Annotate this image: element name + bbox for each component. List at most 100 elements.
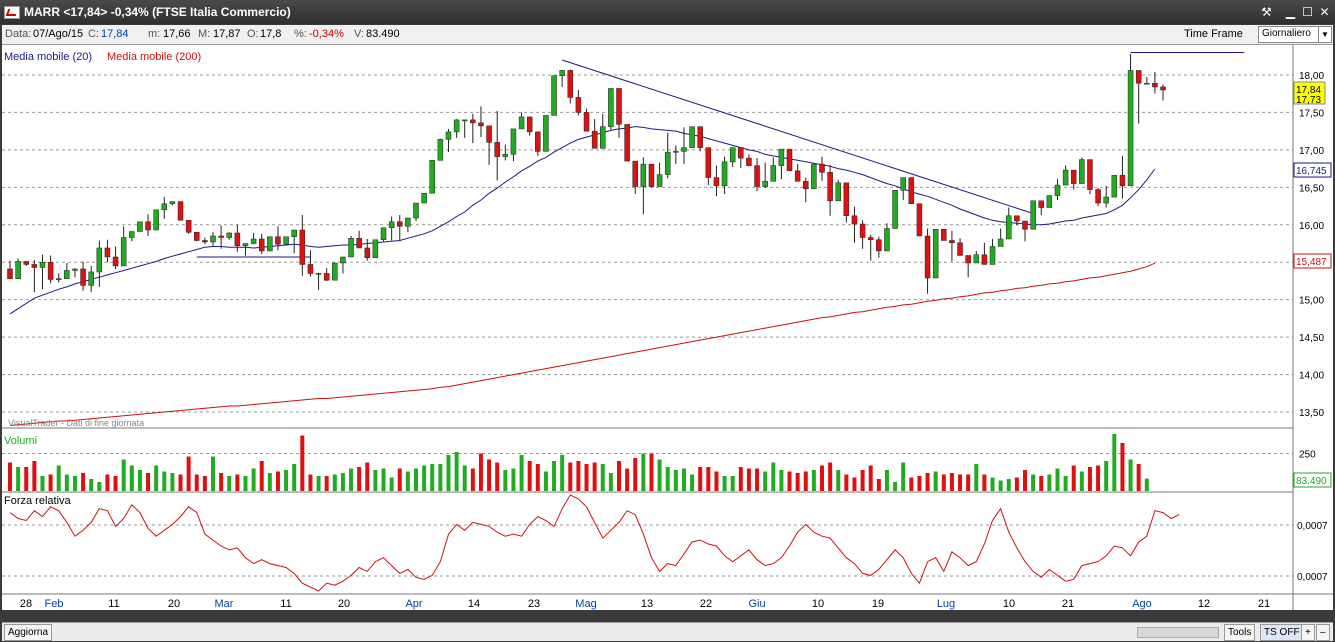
volume-bar	[779, 470, 784, 491]
volume-bar	[227, 476, 232, 491]
candle-body	[608, 88, 614, 127]
candle-body	[39, 261, 46, 268]
timeframe-select[interactable]: Giornaliero ▼	[1258, 26, 1332, 43]
volume-bar	[16, 467, 21, 491]
candle-body	[518, 116, 525, 130]
candle-body	[770, 165, 777, 182]
candle-body	[681, 147, 687, 152]
candle-body	[1152, 82, 1158, 88]
volume-bar	[357, 467, 362, 491]
candle-body	[283, 236, 289, 245]
volume-bar	[211, 456, 215, 491]
volume-bar	[275, 471, 280, 491]
volume-bar	[657, 459, 662, 491]
x-tick-label: Giu	[748, 598, 765, 610]
candle-body	[916, 203, 923, 237]
volume-bar	[194, 474, 199, 491]
volume-bar	[511, 468, 516, 491]
y-tick-label: 18,00	[1299, 71, 1324, 82]
volume-bar	[909, 477, 914, 491]
candle-body	[835, 182, 841, 202]
ts-toggle-button[interactable]: TS OFF	[1260, 624, 1304, 641]
candle-body	[997, 238, 1004, 247]
candle-body	[616, 88, 622, 125]
volume-bar	[495, 462, 500, 491]
volume-panel-title: Volumi	[4, 435, 37, 447]
volume-bar	[446, 455, 451, 491]
y-tick-label: 14,00	[1299, 371, 1324, 382]
volume-bar	[40, 476, 45, 491]
candle-body	[169, 201, 176, 205]
y-tick-label: 17,00	[1299, 146, 1324, 157]
maximize-button[interactable]: ☐	[1302, 5, 1313, 19]
volume-bar	[1023, 470, 1027, 491]
zoom-in-button[interactable]: +	[1301, 624, 1315, 641]
volume-bar	[1087, 467, 1092, 491]
candle-body	[502, 154, 509, 157]
candle-body	[892, 190, 898, 229]
volume-bar	[1006, 479, 1011, 491]
x-tick-label: 23	[528, 598, 540, 610]
candle-body	[218, 235, 224, 238]
candle-body	[567, 70, 574, 98]
bottom-toolbar: Aggiorna Tools TS OFF + –	[2, 622, 1333, 641]
volume-bar	[332, 474, 337, 491]
title-bar[interactable]: MARR <17,84> -0,34% (FTSE Italia Commerc…	[0, 0, 1335, 24]
candle-body	[137, 221, 143, 232]
candle-body	[397, 221, 403, 227]
candle-body	[591, 130, 598, 149]
candle-body	[242, 243, 249, 246]
candle-body	[664, 151, 671, 175]
candle-body	[372, 239, 379, 258]
open-value: 17,8	[260, 28, 282, 40]
candle-body	[226, 232, 232, 238]
last-price-box	[1293, 81, 1326, 105]
candle-body	[72, 268, 78, 271]
price-chart[interactable]: 250 0,0007 0,0007 18,00 17,50 17,00 16,50 16,…	[2, 45, 1333, 610]
volume-bar	[121, 459, 126, 491]
volume-bar	[503, 470, 508, 491]
zoom-out-button[interactable]: –	[1316, 624, 1330, 641]
volume-bar	[397, 468, 402, 491]
minimize-button[interactable]: ▁	[1285, 5, 1296, 19]
volume-bar	[1128, 459, 1133, 491]
chart-area[interactable]: 250 0,0007 0,0007 18,00 17,50 17,00 16,50 16,…	[2, 45, 1333, 610]
candle-body	[543, 115, 549, 152]
rs-tick-label: 0,0007	[1297, 572, 1328, 583]
candle-body	[15, 261, 21, 279]
x-tick-label: Ago	[1132, 598, 1152, 610]
volume-bar	[820, 465, 824, 491]
volume-bar	[560, 455, 565, 491]
volume-bar	[1039, 476, 1044, 491]
candle-body	[1079, 159, 1085, 184]
tools-button[interactable]: Tools	[1224, 624, 1256, 641]
chevron-down-icon[interactable]: ▼	[1318, 27, 1331, 42]
candle-body	[64, 270, 70, 279]
volume-bar	[365, 462, 370, 491]
volume-bar	[795, 473, 800, 491]
candle-body	[153, 209, 159, 231]
volume-bar	[917, 476, 922, 491]
candle-body	[713, 177, 720, 187]
ma200-line	[9, 262, 1156, 426]
candle-body	[1046, 195, 1053, 208]
candle-body	[949, 240, 955, 243]
candle-body	[624, 124, 630, 162]
volume-bar	[860, 470, 865, 491]
trendline-down	[562, 59, 1034, 215]
volume-bar	[81, 473, 86, 491]
volume-bar	[787, 471, 792, 491]
tools-icon[interactable]: ⚒	[1261, 5, 1272, 19]
scrollbar[interactable]	[1137, 627, 1219, 638]
ma20-price-box	[1293, 162, 1332, 178]
close-button[interactable]: ✕	[1319, 5, 1330, 19]
candle-body	[356, 237, 362, 249]
x-tick-label: 13	[641, 598, 653, 610]
volume-bar	[608, 473, 613, 491]
volume-bar	[243, 476, 248, 491]
refresh-button[interactable]: Aggiorna	[4, 624, 53, 641]
high-label: M:	[198, 28, 211, 40]
rs-line	[9, 494, 1180, 592]
candle-body	[843, 182, 850, 217]
x-tick-label: 20	[168, 598, 180, 610]
